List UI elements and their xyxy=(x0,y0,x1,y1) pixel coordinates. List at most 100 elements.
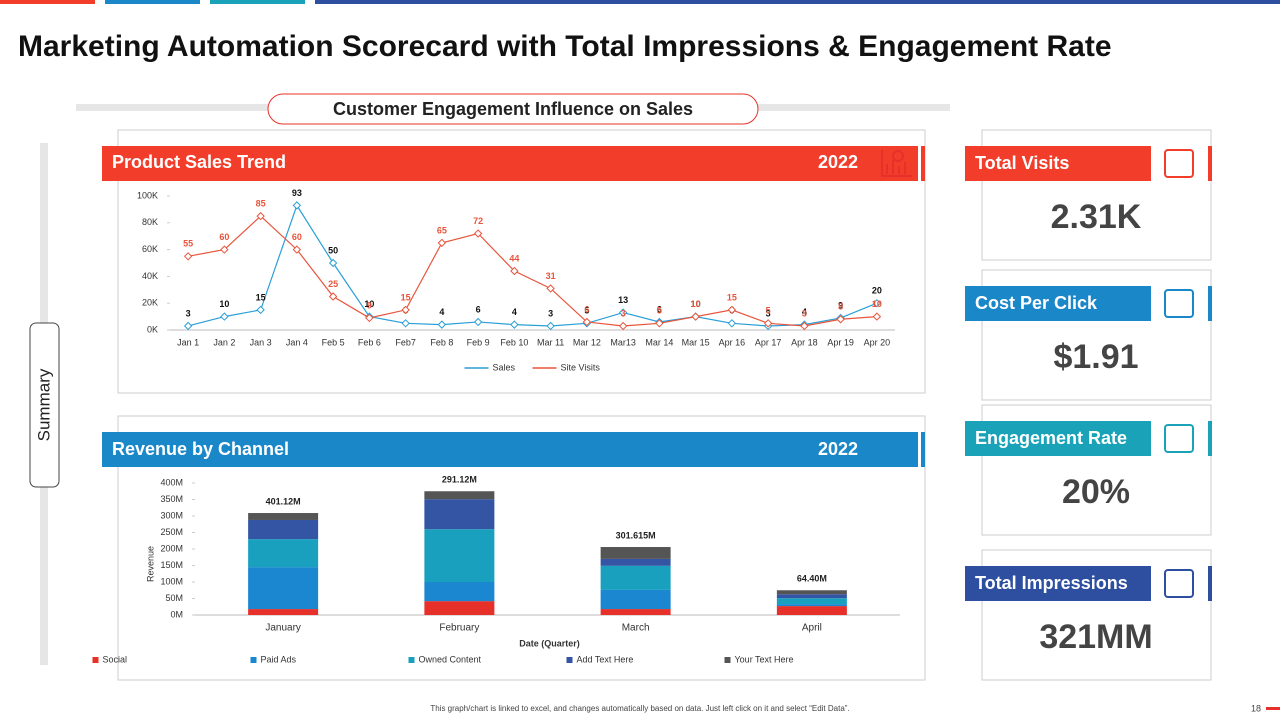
marker xyxy=(292,245,302,254)
x-tick-label: April xyxy=(802,623,822,634)
line xyxy=(187,204,878,327)
page-number: 18 xyxy=(1251,703,1261,713)
bar-segment xyxy=(776,590,847,595)
legend-label: Social xyxy=(103,654,128,664)
data-label: 72 xyxy=(473,216,483,226)
marker xyxy=(256,211,265,221)
panel-accent xyxy=(921,146,925,181)
x-tick-label: Jan 3 xyxy=(250,337,272,347)
marker xyxy=(618,321,628,331)
data-label: 10 xyxy=(219,299,229,309)
x-tick-label: March xyxy=(622,623,650,634)
marker xyxy=(256,305,265,315)
kpi-icon xyxy=(1164,569,1194,598)
data-label: 10 xyxy=(364,299,374,309)
data-label: 3 xyxy=(621,308,626,318)
bar-segment xyxy=(424,499,495,530)
x-tick-label: Apr 17 xyxy=(755,337,782,347)
bar-segment xyxy=(424,529,495,582)
data-label: 25 xyxy=(328,279,338,289)
x-tick-label: Jan 2 xyxy=(213,337,235,347)
x-tick-label: February xyxy=(439,623,479,634)
x-tick-label: Mar13 xyxy=(610,337,636,347)
y-tick-label: 40K xyxy=(142,271,158,281)
subtitle-pill xyxy=(267,93,759,125)
marker xyxy=(437,320,447,329)
x-tick-label: Feb 8 xyxy=(430,337,453,347)
data-label: 5 xyxy=(657,306,662,316)
legend-swatch xyxy=(724,657,731,663)
bar-segment xyxy=(248,567,319,610)
bar-segment xyxy=(248,539,319,568)
marker xyxy=(183,321,193,331)
bar-segment xyxy=(776,606,847,615)
marker xyxy=(872,298,882,308)
legend-swatch xyxy=(250,657,257,663)
y-tick-label: 80K xyxy=(142,217,158,227)
x-tick-label: Feb 9 xyxy=(467,337,490,347)
bar-segment xyxy=(424,601,495,615)
top-strip xyxy=(0,0,95,4)
data-label: 15 xyxy=(401,292,411,302)
x-tick-label: Jan 1 xyxy=(177,337,199,347)
data-label: 4 xyxy=(802,307,807,317)
x-tick-label: Apr 19 xyxy=(827,337,854,347)
total-label: 291.12M xyxy=(442,475,477,485)
y-axis-label: Revenue xyxy=(145,546,155,582)
x-tick-label: Feb 6 xyxy=(358,337,381,347)
data-label: 60 xyxy=(292,232,302,242)
data-label: 6 xyxy=(476,304,481,314)
data-label: 44 xyxy=(509,253,519,263)
data-label: 10 xyxy=(691,299,701,309)
legend-label: Site Visits xyxy=(561,362,601,372)
kpi-header xyxy=(965,286,1151,321)
bar-segment xyxy=(424,491,495,500)
marker xyxy=(691,312,700,321)
data-label: 6 xyxy=(584,304,589,314)
data-label: 93 xyxy=(292,188,302,198)
icon-hand xyxy=(880,436,908,465)
marker xyxy=(727,305,737,315)
top-strip xyxy=(105,0,200,4)
x-tick-label: Feb7 xyxy=(395,337,416,347)
y-tick-label: 0M xyxy=(170,609,183,619)
marker xyxy=(655,319,664,328)
x-tick-label: Feb 10 xyxy=(500,337,528,347)
total-label: 301.615M xyxy=(616,530,656,540)
y-tick-label: 150M xyxy=(160,560,183,570)
data-label: 3 xyxy=(548,308,553,318)
subtitle: Customer Engagement Influence on Sales xyxy=(333,99,693,119)
bar-segment xyxy=(600,589,671,610)
data-label: 13 xyxy=(618,295,628,305)
kpi-accent xyxy=(1208,286,1212,321)
x-tick-label: January xyxy=(265,623,301,634)
marker xyxy=(546,321,555,331)
chart-subtitle: 2022 xyxy=(818,439,858,459)
kpi-header xyxy=(965,421,1151,456)
marker xyxy=(763,319,773,328)
marker xyxy=(510,320,519,329)
bar-segment xyxy=(600,565,671,590)
marker xyxy=(292,201,302,210)
legend-label: Paid Ads xyxy=(261,654,297,664)
legend-swatch xyxy=(92,657,99,663)
data-label: 10 xyxy=(691,299,701,309)
y-tick-label: 350M xyxy=(160,494,183,504)
data-label: 6 xyxy=(657,304,662,314)
y-tick-label: 400M xyxy=(160,477,183,487)
data-label: 3 xyxy=(186,308,191,318)
top-strip xyxy=(315,0,1280,4)
x-tick-label: Mar 12 xyxy=(573,337,601,347)
bar-segment xyxy=(424,582,495,602)
bar-segment xyxy=(776,604,847,607)
x-tick-label: Mar 11 xyxy=(537,337,564,347)
icon-chart xyxy=(881,150,912,177)
data-label: 9 xyxy=(367,300,372,310)
marker xyxy=(220,312,229,321)
top-strip xyxy=(210,0,305,4)
data-label: 31 xyxy=(546,271,556,281)
total-label: 64.40M xyxy=(797,574,827,584)
data-label: 5 xyxy=(584,306,589,316)
data-label: 15 xyxy=(256,292,266,302)
